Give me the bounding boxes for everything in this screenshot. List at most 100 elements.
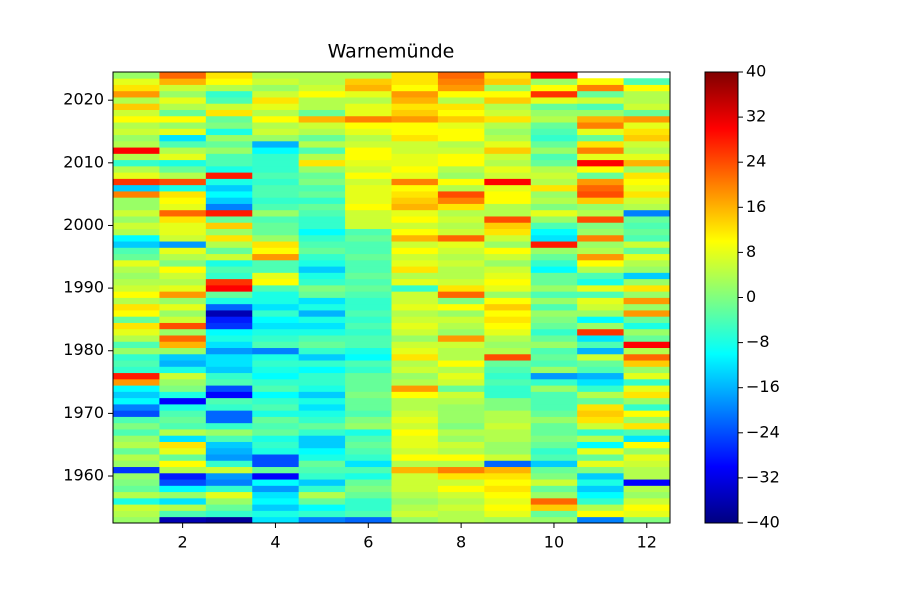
- cell: [298, 429, 346, 436]
- cell: [623, 360, 671, 367]
- cell: [252, 422, 300, 430]
- cell: [530, 397, 578, 405]
- cell: [623, 128, 671, 136]
- cell: [159, 410, 207, 417]
- cell: [159, 153, 207, 161]
- cell: [205, 472, 253, 480]
- cell: [298, 147, 346, 154]
- cell: [159, 122, 207, 129]
- cell: [391, 497, 439, 505]
- cell: [159, 266, 207, 273]
- cell: [345, 385, 392, 392]
- cell: [159, 147, 207, 154]
- cell: [623, 78, 671, 85]
- cell: [437, 485, 485, 493]
- cell: [345, 497, 392, 505]
- cell: [205, 178, 253, 186]
- cell: [345, 191, 392, 198]
- cell: [113, 147, 160, 154]
- cell: [113, 103, 160, 110]
- cell: [113, 84, 160, 92]
- cell: [437, 410, 485, 417]
- colorbar-tick-label: 32: [746, 107, 766, 126]
- cell: [159, 372, 207, 380]
- cell: [484, 397, 532, 405]
- cell: [484, 247, 532, 255]
- cell: [205, 266, 253, 273]
- cell: [530, 78, 578, 85]
- cell: [577, 191, 624, 198]
- cell: [530, 159, 578, 167]
- cell: [577, 228, 624, 236]
- colorbar-tick-label: −32: [746, 467, 780, 486]
- cell: [159, 165, 207, 173]
- cell: [298, 228, 346, 236]
- cell: [437, 516, 485, 524]
- cell: [205, 78, 253, 85]
- cell: [298, 97, 346, 104]
- cell: [113, 228, 160, 236]
- cell: [530, 247, 578, 255]
- cell: [113, 291, 160, 298]
- cell: [345, 353, 392, 361]
- cell: [159, 140, 207, 148]
- cell: [252, 103, 300, 110]
- cell: [205, 454, 253, 461]
- cell: [623, 441, 671, 449]
- cell: [391, 253, 439, 261]
- cell: [623, 222, 671, 229]
- y-tick-label: 1970: [63, 403, 104, 422]
- cell: [437, 310, 485, 317]
- cell: [391, 347, 439, 355]
- cell: [623, 197, 671, 204]
- cell: [391, 441, 439, 449]
- cell: [205, 429, 253, 436]
- cell: [484, 165, 532, 173]
- cell: [205, 72, 253, 79]
- cell: [623, 422, 671, 430]
- cell: [391, 115, 439, 123]
- cell: [159, 422, 207, 430]
- cell: [437, 491, 485, 499]
- cell: [252, 447, 300, 455]
- cell: [113, 115, 160, 123]
- cell: [391, 172, 439, 179]
- cell: [298, 134, 346, 142]
- cell: [113, 372, 160, 380]
- cell: [159, 259, 207, 267]
- cell: [345, 366, 392, 374]
- y-tick-label: 1990: [63, 278, 104, 297]
- cell: [391, 140, 439, 148]
- cell: [252, 90, 300, 98]
- cell: [484, 310, 532, 317]
- cell: [298, 197, 346, 204]
- cell: [577, 140, 624, 148]
- cell: [530, 266, 578, 273]
- cell: [113, 310, 160, 317]
- cell: [577, 203, 624, 211]
- cell: [437, 391, 485, 399]
- cell: [205, 316, 253, 323]
- cell: [205, 310, 253, 317]
- cell: [623, 303, 671, 311]
- cell: [391, 454, 439, 461]
- cell: [113, 385, 160, 392]
- cell: [530, 491, 578, 499]
- cell: [437, 197, 485, 204]
- cell: [437, 115, 485, 123]
- cell: [252, 366, 300, 374]
- cell: [298, 491, 346, 499]
- cell: [345, 485, 392, 493]
- cell: [113, 122, 160, 129]
- cell: [484, 328, 532, 336]
- cell: [252, 360, 300, 367]
- cell: [205, 397, 253, 405]
- cell: [205, 516, 253, 524]
- cell: [484, 97, 532, 104]
- cell: [345, 454, 392, 461]
- cell: [159, 366, 207, 374]
- cell: [345, 78, 392, 85]
- cell: [298, 485, 346, 493]
- cell: [252, 347, 300, 355]
